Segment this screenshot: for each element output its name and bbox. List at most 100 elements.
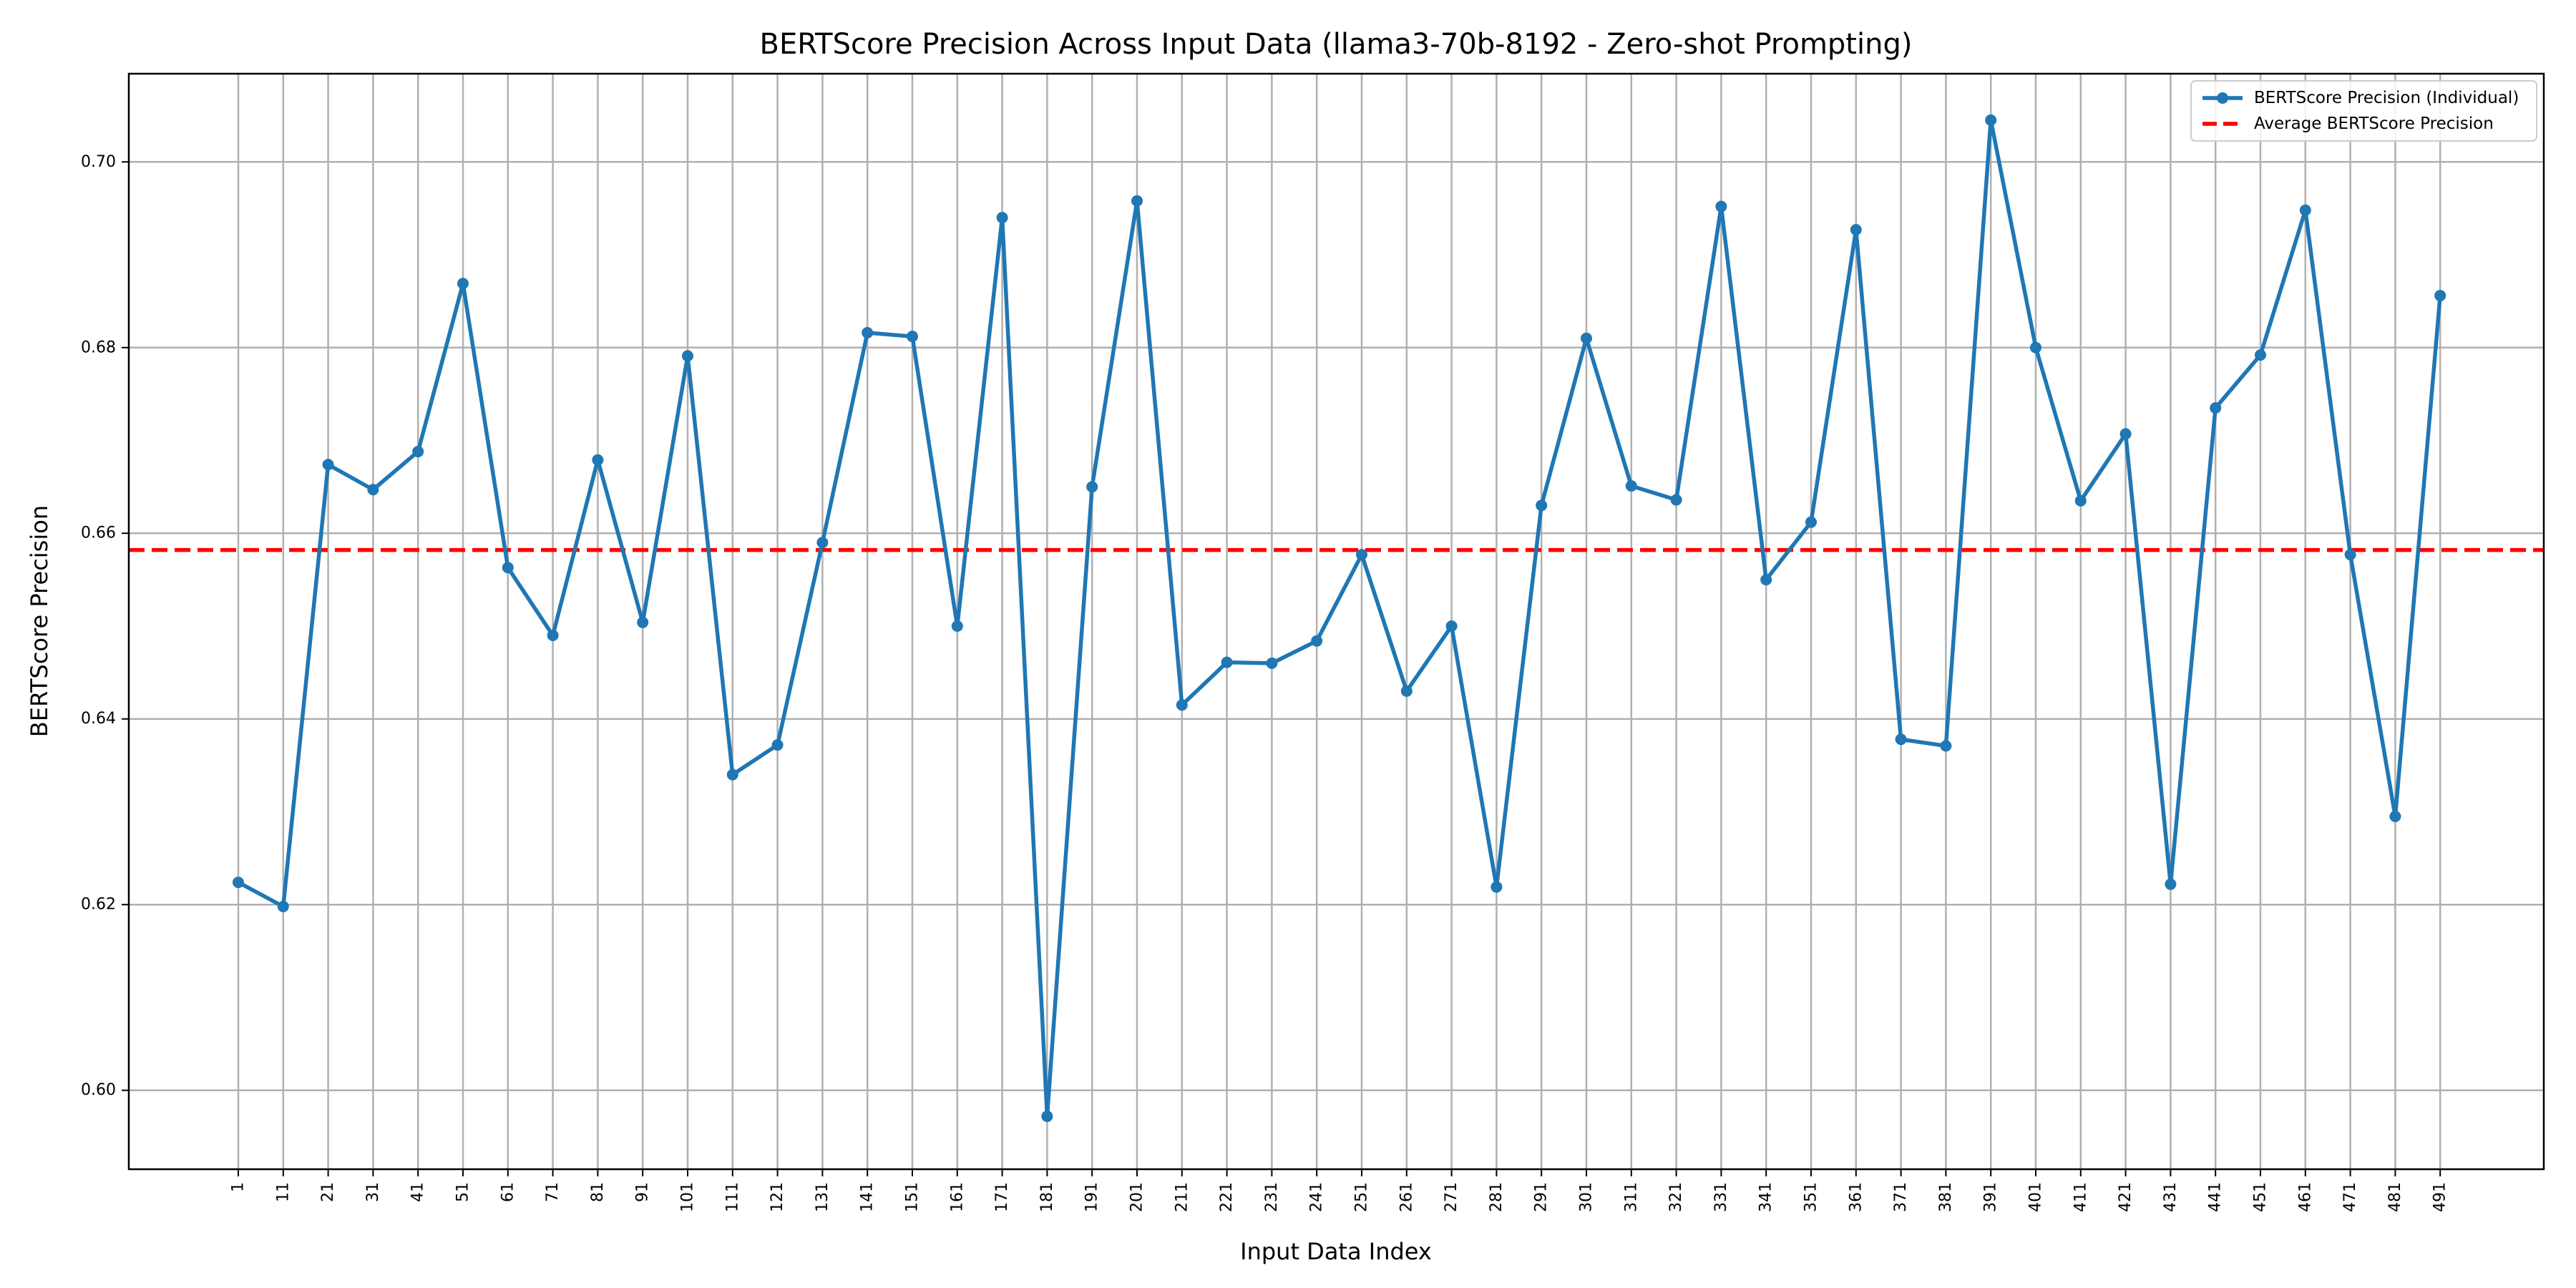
x-tick-label: 51 (454, 1182, 472, 1202)
x-tick-label: 391 (1982, 1182, 2000, 1212)
y-tick-label: 0.68 (81, 338, 116, 356)
x-tick-label: 421 (2117, 1182, 2135, 1212)
x-tick-label: 431 (2162, 1182, 2180, 1212)
data-point (367, 484, 379, 496)
data-point (2389, 810, 2401, 822)
data-point (2165, 878, 2177, 890)
x-tick-label: 491 (2431, 1182, 2449, 1212)
x-tick-label: 281 (1488, 1182, 1506, 1212)
x-tick-label: 91 (634, 1182, 652, 1202)
data-point (1131, 195, 1143, 207)
y-axis-ticks: 0.60 0.62 0.64 0.66 0.68 0.70 (81, 153, 129, 1099)
y-axis-label: BERTScore Precision (26, 505, 53, 737)
series-line-individual (237, 118, 2442, 1118)
data-point (457, 278, 469, 290)
data-point (771, 739, 784, 751)
data-point (547, 629, 559, 641)
x-tick-label: 251 (1353, 1182, 1371, 1212)
x-tick-label: 411 (2072, 1182, 2089, 1212)
x-tick-label: 311 (1622, 1182, 1640, 1212)
data-point (502, 562, 514, 574)
y-tick-label: 0.64 (81, 710, 116, 728)
chart-title: BERTScore Precision Across Input Data (l… (760, 28, 1913, 61)
data-point (2299, 204, 2311, 216)
grid (129, 74, 2544, 1169)
data-point (726, 769, 738, 781)
x-tick-label: 111 (723, 1182, 741, 1212)
data-point (682, 350, 693, 362)
x-tick-label: 331 (1712, 1182, 1730, 1212)
data-point (1985, 114, 1997, 126)
data-point (1491, 881, 1503, 893)
data-point (907, 331, 918, 343)
data-point (637, 616, 649, 628)
y-tick-label: 0.60 (81, 1081, 116, 1099)
data-point (816, 537, 829, 549)
x-tick-label: 481 (2386, 1182, 2404, 1212)
data-point (2210, 402, 2222, 414)
x-tick-label: 171 (993, 1182, 1011, 1212)
x-tick-label: 11 (274, 1182, 292, 1202)
data-point (233, 877, 244, 889)
x-tick-label: 121 (769, 1182, 786, 1212)
data-point (412, 446, 424, 458)
data-point (1850, 223, 1862, 235)
legend-label-individual: BERTScore Precision (Individual) (2254, 89, 2519, 107)
x-tick-label: 191 (1083, 1182, 1101, 1212)
x-tick-label: 1 (230, 1182, 248, 1192)
x-tick-label: 241 (1308, 1182, 1326, 1212)
x-tick-label: 71 (544, 1182, 562, 1202)
x-tick-label: 351 (1802, 1182, 1820, 1212)
y-tick-label: 0.62 (81, 896, 116, 914)
x-tick-label: 151 (904, 1182, 922, 1212)
data-point (1445, 620, 1458, 632)
data-point (1356, 549, 1367, 561)
x-tick-label: 141 (859, 1182, 877, 1212)
x-tick-label: 361 (1847, 1182, 1865, 1212)
data-point (1895, 733, 1907, 746)
data-point (277, 900, 289, 912)
data-point (1715, 200, 1727, 213)
legend-label-average: Average BERTScore Precision (2254, 114, 2494, 133)
data-point (1625, 480, 1637, 492)
data-point (1760, 574, 1772, 586)
data-point (592, 454, 604, 466)
data-point (2344, 549, 2356, 561)
x-axis-ticks: 1 11 21 31 41 51 61 71 81 91 101 111 121 131 141 151 161… (230, 1169, 2449, 1212)
data-point (1940, 740, 1952, 752)
x-tick-label: 61 (499, 1182, 517, 1202)
x-tick-label: 341 (1757, 1182, 1775, 1212)
data-point (1400, 685, 1413, 697)
x-tick-label: 21 (319, 1182, 337, 1202)
x-tick-label: 81 (589, 1182, 607, 1202)
data-point (862, 326, 874, 338)
x-tick-label: 381 (1937, 1182, 1955, 1212)
plot-area-frame (127, 72, 2545, 1171)
legend: BERTScore Precision (Individual) Average … (2190, 80, 2537, 142)
data-point (2030, 341, 2041, 353)
series-layer (233, 114, 2446, 1123)
x-tick-label: 271 (1443, 1182, 1460, 1212)
data-point (1041, 1111, 1053, 1123)
data-point (1086, 481, 1098, 493)
x-tick-label: 131 (814, 1182, 831, 1212)
x-tick-label: 211 (1173, 1182, 1191, 1212)
x-tick-label: 301 (1578, 1182, 1596, 1212)
x-tick-label: 181 (1038, 1182, 1056, 1212)
x-tick-label: 231 (1263, 1182, 1281, 1212)
data-point (2119, 428, 2132, 440)
data-point (322, 459, 334, 471)
x-tick-label: 221 (1218, 1182, 1236, 1212)
x-tick-label: 161 (948, 1182, 966, 1212)
x-tick-label: 401 (2027, 1182, 2045, 1212)
data-point (1670, 494, 1682, 506)
x-tick-label: 461 (2296, 1182, 2314, 1212)
data-point (1266, 657, 1278, 669)
x-tick-label: 441 (2207, 1182, 2225, 1212)
data-point (2255, 349, 2266, 361)
x-tick-label: 321 (1667, 1182, 1685, 1212)
data-point (1176, 699, 1188, 711)
y-tick-label: 0.70 (81, 153, 116, 171)
